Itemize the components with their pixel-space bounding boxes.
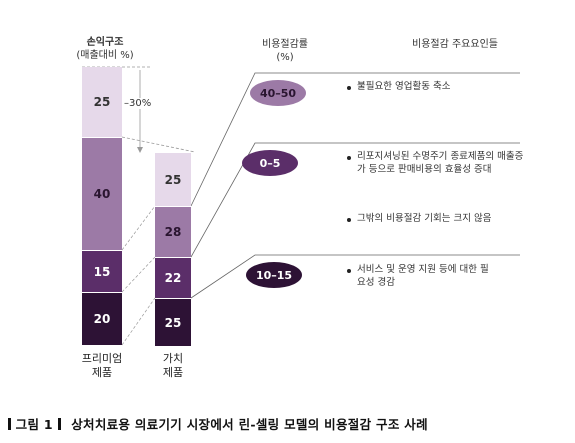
reason-sales-1: 불필요한 영업활동 축소 (357, 81, 451, 92)
value-segment-sales: 28 (155, 207, 191, 257)
connector-sales (190, 72, 520, 207)
reduction-label: –30% (122, 98, 154, 109)
value-column-label: 가치 제품 (162, 352, 184, 379)
premium-segment-operating-profit: 25 (82, 67, 122, 137)
figure-caption: 그림 1 상처치료용 의료기기 시장에서 린-셀링 모델의 비용절감 구조 사례 (8, 414, 428, 433)
bullet-icon (347, 86, 351, 90)
caption-prefix: 그림 1 (15, 417, 53, 432)
pl-structure-header: 손익구조 (매출대비 %) (76, 37, 134, 61)
caption-text: 상처치료용 의료기기 시장에서 린-셀링 모델의 비용절감 구조 사례 (71, 417, 428, 432)
bullet-icon (347, 156, 351, 160)
connector-service (190, 254, 520, 299)
reason-marketing-1: 리포지셔닝된 수명주기 종료제품의 매출증가 등으로 판매비용의 효율성 증대 (357, 151, 524, 175)
value-segment-marketing: 22 (155, 258, 191, 298)
value-segment-service: 25 (155, 299, 191, 346)
connector-marketing (190, 142, 520, 258)
caption-bar-icon (8, 418, 11, 430)
reason-marketing-2: 그밖의 비용절감 기회는 크지 않음 (357, 213, 492, 224)
key-factors-header: 비용절감 주요요인들 (412, 39, 498, 50)
value-segment-operating-profit: 25 (155, 153, 191, 206)
bullet-icon (347, 218, 351, 222)
premium-column-label: 프리미엄 제품 (81, 352, 123, 379)
reason-service-1: 서비스 및 운영 지원 등에 대한 필요성 경감 (357, 264, 489, 288)
savings-rate-header: 비용절감률 (%) (262, 39, 308, 63)
premium-segment-marketing: 15 (82, 251, 122, 292)
dashed-bottom-line (121, 136, 196, 153)
caption-bar-icon (57, 418, 61, 430)
savings-rate-oval-sales: 40–50 (250, 80, 306, 106)
premium-segment-service: 20 (82, 293, 122, 345)
bullet-icon (347, 269, 351, 273)
reduction-arrow-head (137, 147, 143, 153)
savings-rate-oval-marketing: 0–5 (242, 150, 298, 176)
premium-segment-sales: 40 (82, 138, 122, 250)
savings-rate-oval-service: 10–15 (246, 262, 302, 288)
